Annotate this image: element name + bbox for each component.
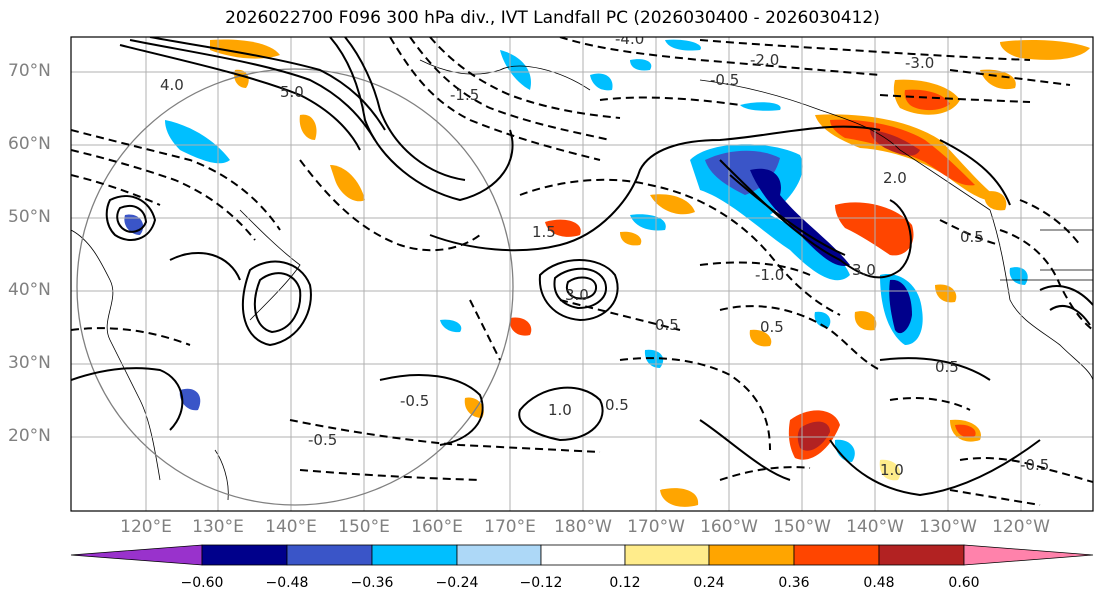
lon-label: 170°W — [627, 517, 685, 537]
lat-label: 20°N — [8, 426, 51, 446]
colorbar-bin — [286, 544, 373, 566]
contour-label: 0.5 — [935, 358, 959, 376]
lon-label: 120°E — [120, 517, 172, 537]
colorbar-tick: −0.36 — [350, 575, 394, 591]
dashed-contours — [71, 37, 1093, 506]
lat-label: 30°N — [8, 353, 51, 373]
contour-label: -4.0 — [615, 30, 644, 48]
colorbar-bin — [878, 544, 965, 566]
lat-label: 60°N — [8, 134, 51, 154]
contour-label: 2.0 — [883, 169, 907, 187]
colorbar-tick: 0.36 — [778, 575, 810, 591]
colorbar-bin — [540, 544, 626, 566]
lon-label: 130°E — [192, 517, 244, 537]
map-area: -4.0 -2.0 -3.0 -0.5 -1.5 -1.0 0.5 1.0 1.… — [71, 30, 1093, 511]
contour-label: -1.0 — [755, 266, 784, 284]
lon-label: 180°W — [554, 517, 612, 537]
gridlines — [71, 37, 1093, 511]
colorbar-tick: 0.48 — [863, 575, 895, 591]
colorbar-bin — [456, 544, 542, 566]
colorbar-tick: 0.12 — [609, 575, 641, 591]
colorbar-tick: −0.12 — [519, 575, 563, 591]
lon-label: 140°W — [846, 517, 904, 537]
colorbar-tick: 0.60 — [948, 575, 980, 591]
contour-label: -2.0 — [750, 51, 779, 69]
map-frame — [70, 36, 1094, 512]
colorbar-extend-high — [963, 544, 1094, 566]
colorbar-bin — [708, 544, 795, 566]
contour-label: 1.0 — [548, 401, 572, 419]
contour-label: -1.5 — [450, 86, 479, 104]
contour-label: -0.5 — [308, 431, 337, 449]
coastlines — [71, 59, 1093, 501]
colorbar-bin — [793, 544, 880, 566]
lat-label: 70°N — [8, 61, 51, 81]
colorbar-tick: −0.48 — [265, 575, 309, 591]
colorbar-bin — [624, 544, 710, 566]
colorbar-bin — [201, 544, 288, 566]
solid-contours — [71, 37, 1093, 497]
lon-label: 140°E — [265, 517, 317, 537]
contour-label: -3.0 — [905, 54, 934, 72]
lon-label: 170°E — [484, 517, 536, 537]
lat-label: 40°N — [8, 280, 51, 300]
contour-label: 0.5 — [655, 316, 679, 334]
colorbar-extend-low — [70, 544, 203, 566]
contour-labels: -4.0 -2.0 -3.0 -0.5 -1.5 -1.0 0.5 1.0 1.… — [160, 30, 1049, 479]
contour-label: -0.5 — [710, 71, 739, 89]
range-circle — [76, 68, 514, 506]
colorbar-tick: 0.24 — [693, 575, 725, 591]
contour-label: 0.5 — [605, 396, 629, 414]
contour-label: 0.5 — [760, 318, 784, 336]
contour-label: -0.5 — [1020, 456, 1049, 474]
contour-label: 3.0 — [852, 261, 876, 279]
contour-label: 0.5 — [960, 228, 984, 246]
contour-label: 5.0 — [280, 83, 304, 101]
lon-label: 120°W — [992, 517, 1050, 537]
colorbar-bin — [371, 544, 458, 566]
lon-label: 130°W — [919, 517, 977, 537]
lon-label: 150°W — [773, 517, 831, 537]
map-title: 2026022700 F096 300 hPa div., IVT Landfa… — [225, 8, 880, 28]
shaded-divergence — [124, 39, 1090, 507]
contour-label: 1.5 — [532, 223, 556, 241]
contour-label: -0.5 — [400, 392, 429, 410]
contour-label: 4.0 — [160, 76, 184, 94]
contour-label: 1.0 — [880, 461, 904, 479]
lat-label: 50°N — [8, 207, 51, 227]
colorbar-tick: −0.60 — [180, 575, 224, 591]
colorbar — [70, 544, 1094, 566]
lon-label: 160°E — [411, 517, 463, 537]
colorbar-tick: −0.24 — [435, 575, 479, 591]
contour-label: 3.0 — [565, 286, 589, 304]
lon-label: 160°W — [700, 517, 758, 537]
lon-label: 150°E — [338, 517, 390, 537]
